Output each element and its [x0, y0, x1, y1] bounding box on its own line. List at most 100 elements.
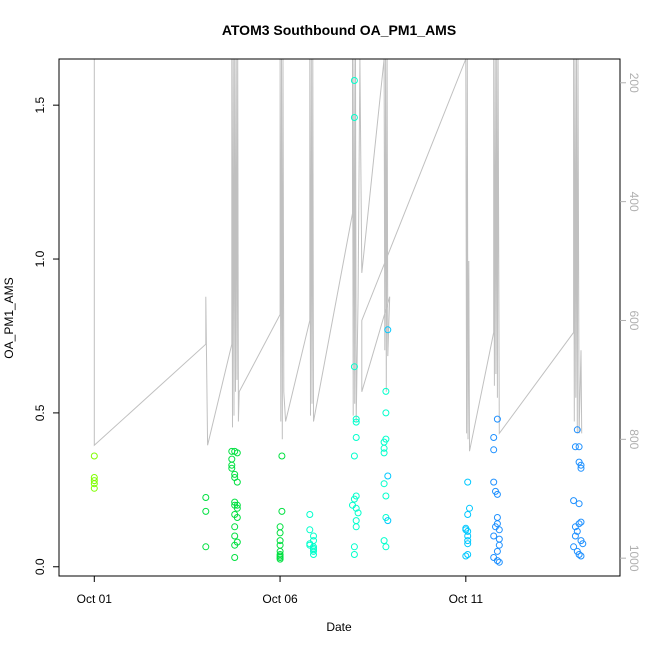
data-point [276, 537, 284, 545]
data-point [228, 455, 236, 463]
data-point [350, 114, 358, 121]
data-point [352, 523, 360, 531]
plot-frame [58, 58, 621, 577]
x-tick-label: Oct 11 [449, 592, 484, 606]
y-tick-label: 1.0 [33, 250, 47, 267]
y2-tick-label: 800 [627, 429, 641, 449]
data-point [278, 452, 286, 460]
data-point [233, 501, 241, 509]
data-point [350, 77, 358, 84]
data-point [310, 551, 317, 558]
data-point [382, 409, 390, 417]
data-point [352, 415, 360, 423]
altitude-line-layer [93, 58, 583, 452]
data-point [380, 444, 388, 452]
data-point [570, 543, 578, 551]
data-point [350, 495, 358, 503]
data-point [352, 434, 360, 441]
data-point [493, 557, 501, 565]
data-point [579, 540, 587, 548]
y2-tick-label: 600 [627, 310, 641, 330]
data-point [233, 478, 241, 486]
data-point [464, 540, 472, 548]
data-point [571, 532, 579, 540]
axes-layer: Oct 01 Oct 06 Oct 11 0.0 0.5 1.0 1.5 200 400 600 8… [33, 73, 641, 606]
data-point [384, 326, 392, 334]
data-point [466, 504, 473, 512]
data-point [570, 497, 578, 505]
data-point [231, 470, 239, 478]
data-point [490, 434, 498, 441]
y-tick-label: 1.5 [33, 96, 47, 113]
data-point [228, 461, 236, 469]
data-point [276, 523, 284, 531]
x-tick-label: Oct 06 [262, 592, 298, 606]
y-tick-label: 0.0 [33, 558, 47, 575]
data-point [577, 464, 585, 472]
data-point [352, 418, 360, 426]
x-tick-label: Oct 01 [77, 592, 113, 606]
data-point [202, 494, 210, 501]
data-point [90, 477, 98, 485]
data-point [228, 464, 236, 472]
chart-title: ATOM3 Southbound OA_PM1_AMS [222, 22, 456, 38]
data-point [464, 532, 472, 540]
data-point [464, 537, 472, 545]
data-point [495, 541, 503, 549]
data-point [352, 517, 360, 525]
data-point [350, 363, 358, 371]
data-point [202, 543, 210, 551]
data-point [495, 558, 503, 566]
y2-tick-label: 200 [627, 73, 641, 93]
data-point [384, 472, 392, 480]
data-point [490, 446, 498, 454]
data-point [310, 532, 317, 540]
data-point [577, 552, 585, 560]
data-point [575, 443, 583, 451]
data-point [577, 461, 585, 469]
data-point [231, 523, 239, 531]
data-point [276, 529, 284, 537]
data-point [571, 443, 579, 451]
x-axis-label: Date [326, 620, 352, 634]
data-point [380, 449, 388, 457]
data-point [382, 543, 390, 551]
data-point [90, 480, 98, 488]
data-point [464, 551, 472, 558]
data-point [464, 511, 472, 518]
data-point [350, 551, 358, 558]
data-point [233, 514, 241, 521]
y-tick-label: 0.5 [33, 404, 47, 421]
data-point [575, 500, 583, 508]
data-point [490, 478, 498, 486]
data-point [575, 551, 583, 558]
data-point [493, 514, 501, 521]
data-point [306, 511, 314, 518]
data-point [464, 527, 472, 535]
data-point [495, 526, 503, 534]
data-point [493, 415, 501, 423]
data-point [233, 504, 241, 512]
data-point [382, 492, 390, 500]
data-point [278, 507, 286, 515]
scatter-points-layer [90, 77, 587, 566]
data-point [464, 478, 472, 486]
data-point [352, 504, 360, 512]
data-point [354, 509, 362, 517]
data-point [90, 484, 98, 492]
y2-tick-label: 400 [627, 192, 641, 212]
data-point [382, 387, 390, 395]
data-point [231, 541, 239, 549]
data-point [573, 426, 581, 434]
data-point [462, 526, 470, 534]
data-point [384, 517, 392, 525]
y-axis-label: OA_PM1_AMS [2, 277, 16, 358]
data-point [380, 537, 388, 545]
data-point [495, 535, 503, 543]
data-point [231, 554, 239, 561]
data-point [350, 543, 358, 551]
data-point [462, 552, 470, 560]
data-point [577, 518, 585, 526]
